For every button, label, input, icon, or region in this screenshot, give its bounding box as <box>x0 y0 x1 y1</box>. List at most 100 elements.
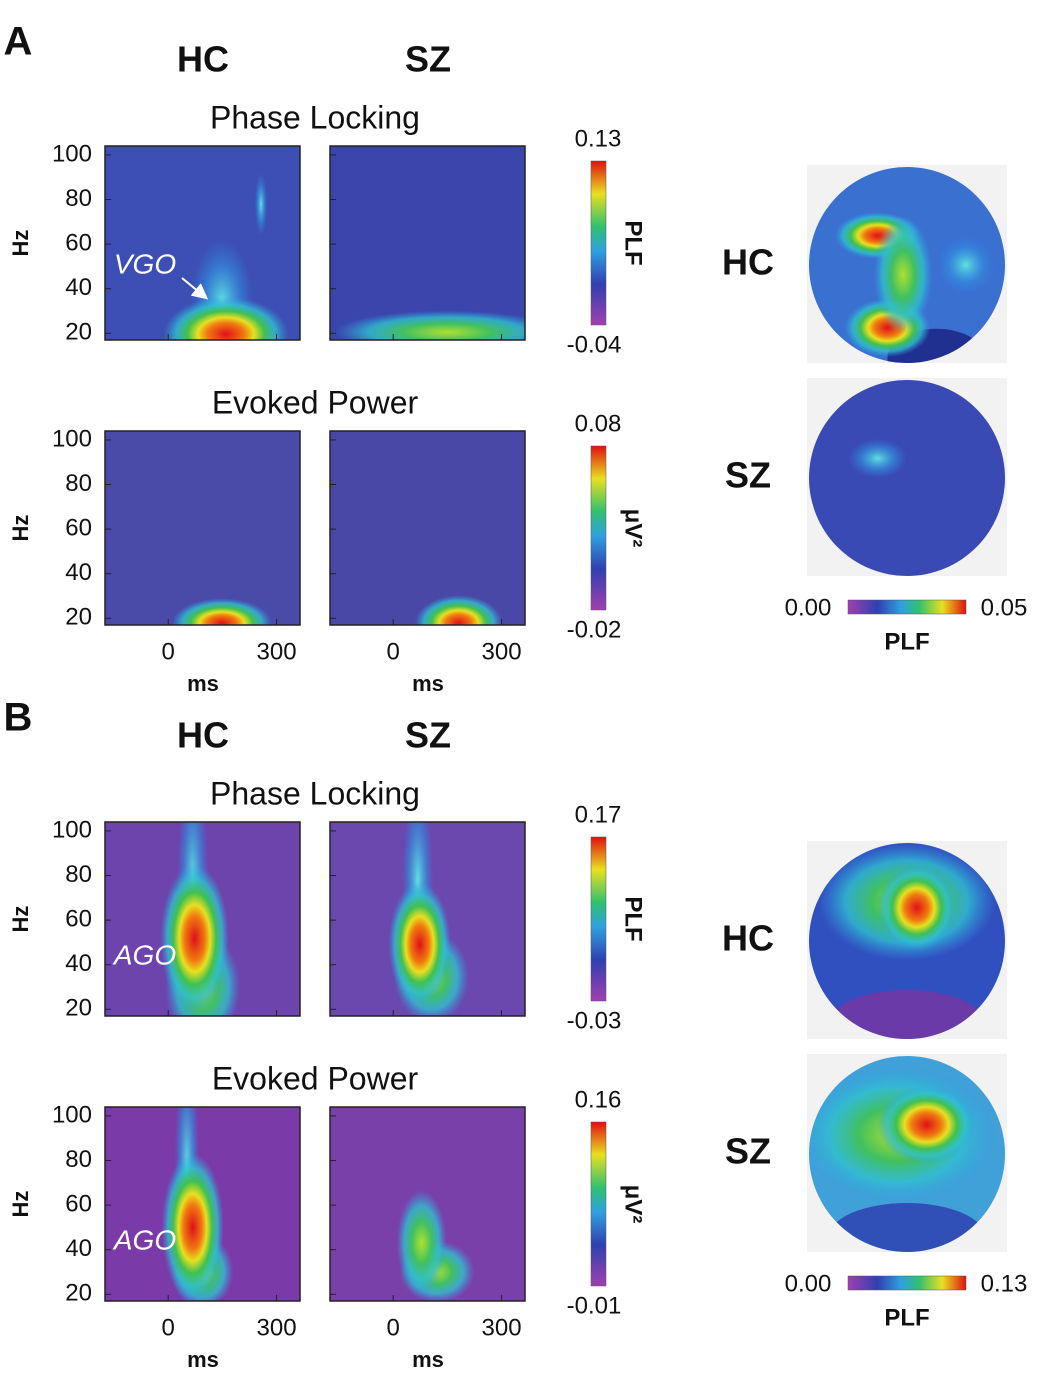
column-header: HC <box>177 715 229 756</box>
topomap-row-label: HC <box>722 242 774 283</box>
heatmap <box>330 146 525 340</box>
colorbar-label: μV² <box>620 509 647 548</box>
y-tick-label: 20 <box>65 1280 92 1307</box>
topomap-row-label: SZ <box>725 1131 771 1172</box>
topomap-row-label: HC <box>722 918 774 959</box>
topomap-background <box>809 380 1005 576</box>
annotation: AGO <box>112 1224 176 1255</box>
topomap-blob <box>848 438 907 478</box>
heatmap <box>105 822 300 1016</box>
topomap <box>809 843 1005 1039</box>
colorbar-min-label: -0.02 <box>567 616 622 643</box>
heatmap-blob <box>396 1190 447 1296</box>
row-title: Evoked Power <box>212 384 419 420</box>
y-axis-label: Hz <box>8 1191 33 1218</box>
y-tick-label: 80 <box>65 185 92 212</box>
heatmap-frame <box>329 1106 526 1302</box>
x-axis-label: ms <box>187 671 219 696</box>
colorbar-label: μV² <box>620 1185 647 1224</box>
colorbar-min-label: -0.04 <box>567 331 622 358</box>
heatmap-blob <box>163 296 289 340</box>
heatmap-background <box>330 146 525 340</box>
heatmap-frame <box>104 430 301 626</box>
topomap <box>809 380 1005 576</box>
y-tick-label: 100 <box>52 816 92 843</box>
heatmap <box>105 431 300 625</box>
y-tick-label: 20 <box>65 319 92 346</box>
y-tick-label: 20 <box>65 604 92 631</box>
heatmap-blob <box>334 310 525 340</box>
heatmap-blob <box>388 882 451 1007</box>
x-tick-label: 300 <box>257 1314 297 1341</box>
colorbar <box>590 836 607 1002</box>
heatmap-frame <box>329 821 526 1017</box>
topomap-scale-min: 0.00 <box>785 594 832 621</box>
topomap-blob <box>873 215 933 334</box>
y-tick-label: 40 <box>65 1235 92 1262</box>
panel-label: B <box>4 696 33 740</box>
y-tick-label: 40 <box>65 559 92 586</box>
heatmap <box>105 1107 300 1301</box>
y-tick-label: 100 <box>52 140 92 167</box>
heatmap-blob <box>172 598 272 625</box>
x-axis-label: ms <box>187 1347 219 1372</box>
topomap-scale-min: 0.00 <box>785 1270 832 1297</box>
x-tick-label: 300 <box>257 638 297 665</box>
x-tick-label: 0 <box>387 1314 400 1341</box>
colorbar <box>590 160 607 326</box>
y-tick-label: 80 <box>65 1146 92 1173</box>
heatmap-blob <box>415 595 503 625</box>
annotation: AGO <box>112 939 176 970</box>
colorbar-label: PLF <box>620 896 647 941</box>
column-header: HC <box>177 39 229 80</box>
topomap-scale-max: 0.05 <box>981 594 1028 621</box>
y-tick-label: 40 <box>65 950 92 977</box>
y-tick-label: 60 <box>65 514 92 541</box>
row-title: Evoked Power <box>212 1060 419 1096</box>
topomap-dark <box>828 990 986 1039</box>
heatmap-blob <box>161 1152 224 1301</box>
y-tick-label: 40 <box>65 274 92 301</box>
y-axis-label: Hz <box>8 230 33 257</box>
heatmap-frame <box>329 145 526 341</box>
y-tick-label: 60 <box>65 229 92 256</box>
y-tick-label: 100 <box>52 1101 92 1128</box>
colorbar-min-label: -0.01 <box>567 1292 622 1319</box>
topomap-scale-max: 0.13 <box>981 1270 1028 1297</box>
colorbar <box>590 445 607 611</box>
x-tick-label: 300 <box>482 1314 522 1341</box>
x-axis-label: ms <box>412 1347 444 1372</box>
heatmap <box>330 822 525 1016</box>
row-title: Phase Locking <box>210 775 420 811</box>
column-header: SZ <box>405 39 451 80</box>
heatmap-background <box>105 431 300 625</box>
heatmap <box>330 431 525 625</box>
colorbar-max-label: 0.17 <box>575 801 622 828</box>
heatmap <box>105 146 300 340</box>
y-axis-label: Hz <box>8 906 33 933</box>
y-tick-label: 80 <box>65 861 92 888</box>
heatmap-blob <box>254 173 268 236</box>
x-tick-label: 0 <box>387 638 400 665</box>
topomap-scale <box>847 599 967 615</box>
colorbar <box>590 1121 607 1287</box>
x-tick-label: 300 <box>482 638 522 665</box>
heatmap-background <box>330 431 525 625</box>
y-tick-label: 20 <box>65 995 92 1022</box>
column-header: SZ <box>405 715 451 756</box>
heatmap-frame <box>329 430 526 626</box>
annotation-arrow <box>181 277 209 300</box>
topomap <box>809 1056 1005 1252</box>
topomap-blob <box>877 1085 976 1164</box>
y-tick-label: 80 <box>65 470 92 497</box>
heatmap <box>330 1107 525 1301</box>
y-axis-label: Hz <box>8 515 33 542</box>
topomap-blob <box>936 235 996 295</box>
topomap-scale-label: PLF <box>884 628 929 655</box>
colorbar-min-label: -0.03 <box>567 1007 622 1034</box>
colorbar-label: PLF <box>620 220 647 265</box>
x-tick-label: 0 <box>162 638 175 665</box>
topomap-row-label: SZ <box>725 455 771 496</box>
colorbar-max-label: 0.16 <box>575 1086 622 1113</box>
